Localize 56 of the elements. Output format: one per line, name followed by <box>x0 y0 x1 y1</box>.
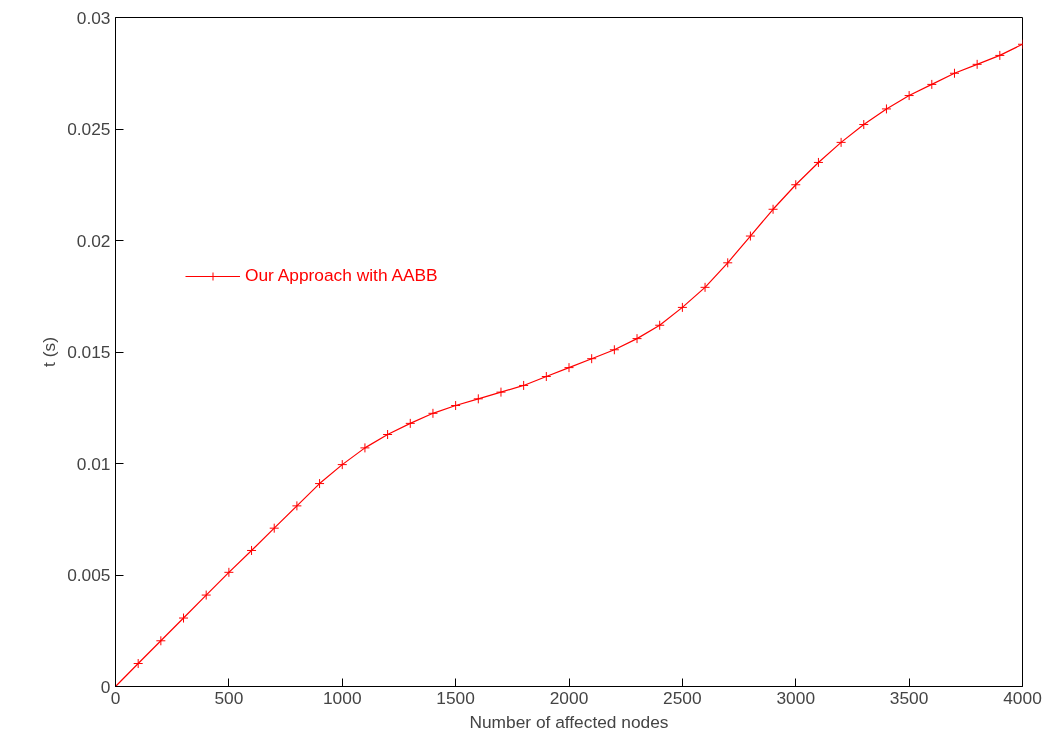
point <box>949 68 960 79</box>
point <box>609 344 620 355</box>
point <box>518 380 529 391</box>
point <box>201 590 212 601</box>
x-tick-label: 2500 <box>663 687 702 708</box>
point <box>223 567 234 578</box>
point <box>722 257 733 268</box>
y-tick-label: 0.015 <box>67 342 111 362</box>
point <box>359 442 370 453</box>
point <box>337 459 348 470</box>
x-tick-label: 3500 <box>889 687 929 708</box>
point <box>246 545 257 556</box>
point <box>473 393 484 404</box>
point <box>677 302 688 313</box>
x-tick-label: 500 <box>214 687 244 708</box>
point <box>564 362 574 373</box>
point <box>178 613 189 624</box>
point <box>654 320 665 331</box>
point <box>405 418 416 429</box>
point <box>495 387 506 398</box>
point <box>881 103 892 114</box>
point <box>813 157 824 168</box>
point <box>836 137 847 148</box>
point <box>450 400 461 411</box>
point <box>541 371 552 382</box>
x-tick-label: 2000 <box>549 687 589 708</box>
point <box>155 635 166 646</box>
point <box>904 90 915 101</box>
x-tick-label: 1000 <box>322 687 362 708</box>
point <box>427 408 438 419</box>
point <box>972 59 983 70</box>
point <box>291 500 302 511</box>
point <box>133 658 144 669</box>
y-tick-label: 0.01 <box>76 453 111 474</box>
point <box>269 523 280 534</box>
point <box>768 204 779 215</box>
y-tick-label: 0.025 <box>67 119 111 139</box>
point <box>858 119 869 130</box>
point <box>700 282 711 293</box>
x-tick-label: 4000 <box>1003 687 1042 708</box>
point <box>586 353 597 364</box>
y-tick-label: 0.005 <box>67 565 111 585</box>
x-tick-label: 1500 <box>436 687 475 708</box>
point <box>632 333 643 344</box>
point <box>745 231 756 242</box>
y-tick-label: 0.02 <box>76 230 111 251</box>
point <box>314 478 325 489</box>
point <box>382 429 393 440</box>
y-tick-label: 0.03 <box>76 7 111 28</box>
point <box>926 79 937 90</box>
x-tick-label: 3000 <box>776 687 816 708</box>
legend-label: Our Approach with AABB <box>245 265 438 286</box>
point <box>790 179 801 190</box>
y-axis-title: t (s) <box>39 337 60 367</box>
x-axis-title: Number of affected nodes <box>469 711 669 732</box>
point <box>994 50 1005 61</box>
